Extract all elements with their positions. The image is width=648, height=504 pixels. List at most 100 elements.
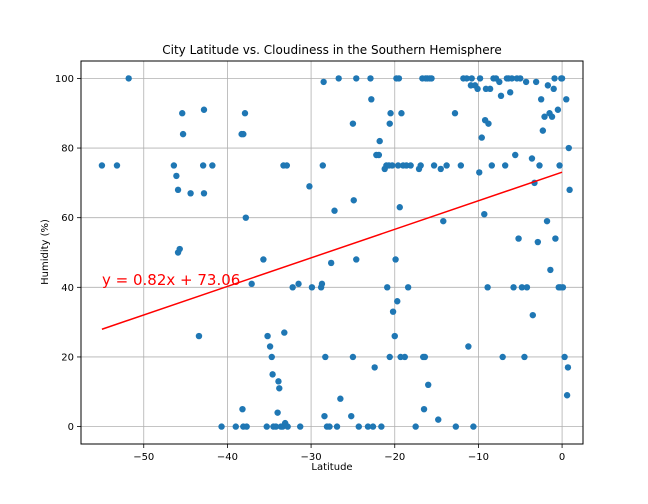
data-point [547, 266, 554, 274]
data-point [437, 165, 444, 173]
data-point [375, 151, 383, 159]
data-point [508, 75, 516, 82]
data-point [550, 85, 557, 93]
data-point [176, 245, 183, 253]
axis-ticks: −50 −40 −30 −20 −10 0 0 20 40 60 80 100 [55, 74, 565, 463]
data-point [417, 162, 424, 169]
data-point [501, 162, 509, 169]
data-point [522, 78, 530, 86]
data-point [275, 378, 282, 385]
data-point [521, 353, 528, 361]
data-point [378, 423, 385, 430]
data-point [386, 353, 393, 361]
data-point [548, 113, 556, 120]
data-point [289, 284, 296, 291]
data-point [510, 284, 517, 291]
data-point [507, 89, 514, 96]
grid [81, 61, 583, 444]
data-point [457, 162, 465, 169]
data-point [555, 284, 562, 291]
data-point [443, 162, 450, 169]
data-point [558, 75, 566, 82]
data-point [485, 120, 492, 127]
data-point [331, 207, 338, 214]
data-point [420, 405, 428, 413]
data-point [322, 353, 329, 361]
data-point [364, 423, 372, 430]
x-tick-label: −10 [468, 452, 489, 463]
data-point [396, 204, 403, 211]
data-point [321, 412, 328, 420]
data-point [306, 183, 313, 190]
data-point [561, 353, 568, 361]
data-point [170, 162, 178, 169]
data-point [98, 162, 106, 169]
data-point [174, 186, 182, 194]
chart-title: City Latitude vs. Cloudiness in the Sout… [162, 43, 501, 57]
data-point [556, 162, 563, 169]
regression-line [101, 171, 563, 330]
data-point [195, 332, 203, 340]
data-point [240, 130, 247, 138]
data-point [484, 284, 491, 291]
y-tick-label: 60 [61, 213, 74, 224]
data-point [404, 284, 412, 291]
data-point [476, 169, 483, 176]
data-point [452, 423, 460, 430]
data-point [264, 332, 271, 340]
data-point [518, 284, 526, 291]
data-point [384, 284, 391, 291]
data-point [389, 162, 396, 169]
data-point [541, 113, 548, 120]
data-point [353, 256, 360, 263]
data-point [200, 106, 208, 113]
data-point [499, 353, 506, 361]
data-point [539, 127, 547, 134]
data-point [401, 353, 408, 361]
data-point [465, 343, 472, 350]
data-point [274, 409, 281, 416]
x-tick-label: −50 [133, 452, 154, 463]
data-point [326, 423, 333, 430]
data-points [98, 75, 573, 430]
data-point [529, 311, 536, 319]
x-tick-label: −40 [217, 452, 238, 463]
data-point [528, 155, 536, 162]
data-point [242, 214, 250, 221]
data-point [218, 423, 225, 430]
data-point [187, 190, 194, 197]
data-point [209, 162, 216, 169]
y-tick-label: 20 [61, 352, 74, 363]
data-point [394, 298, 401, 305]
data-point [232, 423, 239, 430]
data-point [476, 75, 484, 82]
data-point [563, 392, 571, 399]
data-point [512, 151, 519, 159]
data-point [319, 162, 326, 169]
data-point [430, 162, 438, 169]
data-point [263, 423, 270, 430]
data-point [276, 385, 283, 392]
data-point [564, 364, 572, 371]
data-point [391, 332, 398, 340]
data-point [392, 256, 399, 263]
y-axis-label: Humidity (%) [40, 219, 51, 285]
data-point [496, 78, 503, 86]
data-point [266, 343, 274, 350]
data-point [200, 190, 208, 197]
data-point [425, 381, 432, 389]
data-point [260, 256, 267, 263]
data-point [348, 412, 355, 420]
x-axis-label: Latitude [311, 462, 352, 473]
data-point [517, 75, 524, 82]
data-point [387, 110, 394, 117]
data-point [241, 110, 249, 117]
data-point [412, 423, 419, 430]
data-point [532, 78, 540, 86]
y-tick-label: 100 [55, 74, 74, 85]
data-point [428, 75, 435, 82]
data-point [554, 106, 562, 113]
y-tick-label: 40 [61, 283, 74, 294]
data-point [537, 96, 545, 103]
data-point [552, 235, 559, 242]
